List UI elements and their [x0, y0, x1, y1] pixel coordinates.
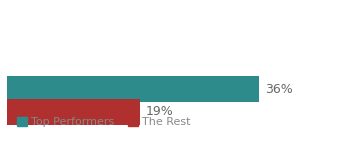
- Text: 19%: 19%: [146, 105, 173, 118]
- Text: 36%: 36%: [265, 83, 292, 96]
- Legend: Top Performers, The Rest: Top Performers, The Rest: [13, 112, 195, 132]
- Bar: [7, 76, 259, 102]
- Bar: [7, 99, 140, 125]
